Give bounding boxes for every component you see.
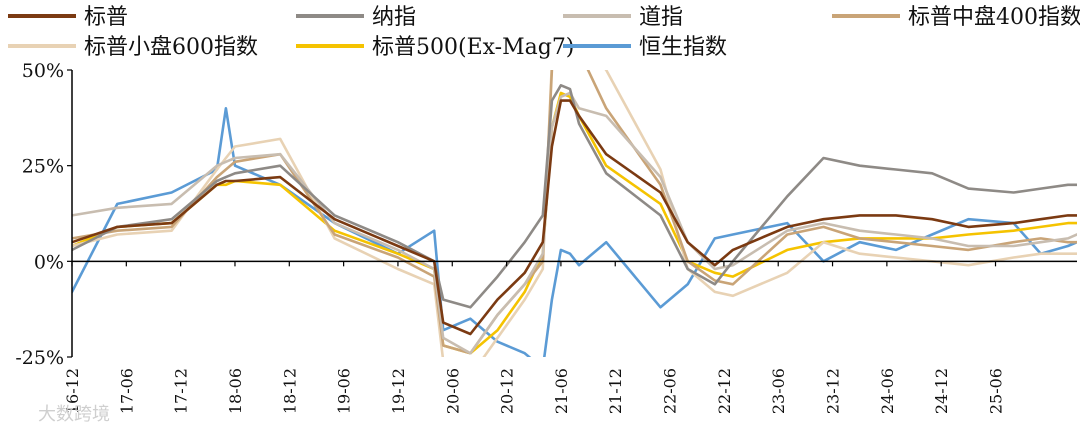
y-axis-ticks: -25% 0% 25% 50%: [15, 60, 72, 369]
watermark-text: 大数跨境: [38, 404, 110, 425]
y-tick-label: 50%: [22, 60, 64, 82]
y-tick-label: 0%: [34, 251, 64, 273]
x-tick-label: 24-06: [878, 368, 897, 414]
x-tick-label: 22-12: [715, 368, 734, 414]
series-line-1: [72, 99, 1077, 336]
series-line-2: [72, 84, 1077, 309]
legend-label-5: 标普小盘600指数: [84, 35, 258, 60]
legend-label-1: 标普: [84, 5, 128, 30]
x-tick-label: 25-06: [987, 368, 1006, 414]
x-tick-label: 23-06: [769, 368, 788, 414]
x-tick-label: 21-12: [606, 368, 625, 414]
x-tick-label: 19-12: [389, 368, 408, 414]
x-tick-label: 18-12: [280, 368, 299, 414]
series-line-3: [72, 91, 1077, 355]
legend-label-2: 纳指: [372, 5, 416, 30]
x-tick-label: 21-06: [552, 368, 571, 414]
x-tick-label: 23-12: [824, 368, 843, 414]
x-tick-label: 19-06: [335, 368, 354, 414]
x-tick-label: 17-12: [172, 368, 191, 414]
legend-label-7: 恒生指数: [639, 35, 727, 60]
y-tick-label: 25%: [22, 156, 64, 178]
x-tick-label: 20-12: [498, 368, 517, 414]
legend-label-4: 标普中盘400指数: [908, 5, 1080, 30]
x-tick-label: 16-12: [63, 368, 82, 414]
legend-label-6: 标普500(Ex-Mag7): [372, 35, 574, 60]
x-tick-label: 24-12: [932, 368, 951, 414]
x-tick-label: 17-06: [117, 368, 136, 414]
y-tick-label: -25%: [15, 347, 64, 369]
axes: [71, 70, 1077, 357]
x-axis-ticks: 16-12 17-06 17-12 18-06 18-12 19-06 19-12 20-06…: [63, 261, 1006, 414]
legend-label-3: 道指: [639, 5, 683, 30]
x-tick-label: 22-06: [661, 368, 680, 414]
series-line-4: [72, 70, 1077, 355]
x-tick-label: 20-06: [443, 368, 462, 414]
plot-series: [72, 70, 1077, 357]
series-line-7: [72, 107, 1077, 357]
series-line-5: [72, 70, 1077, 357]
x-tick-label: 18-06: [226, 368, 245, 414]
